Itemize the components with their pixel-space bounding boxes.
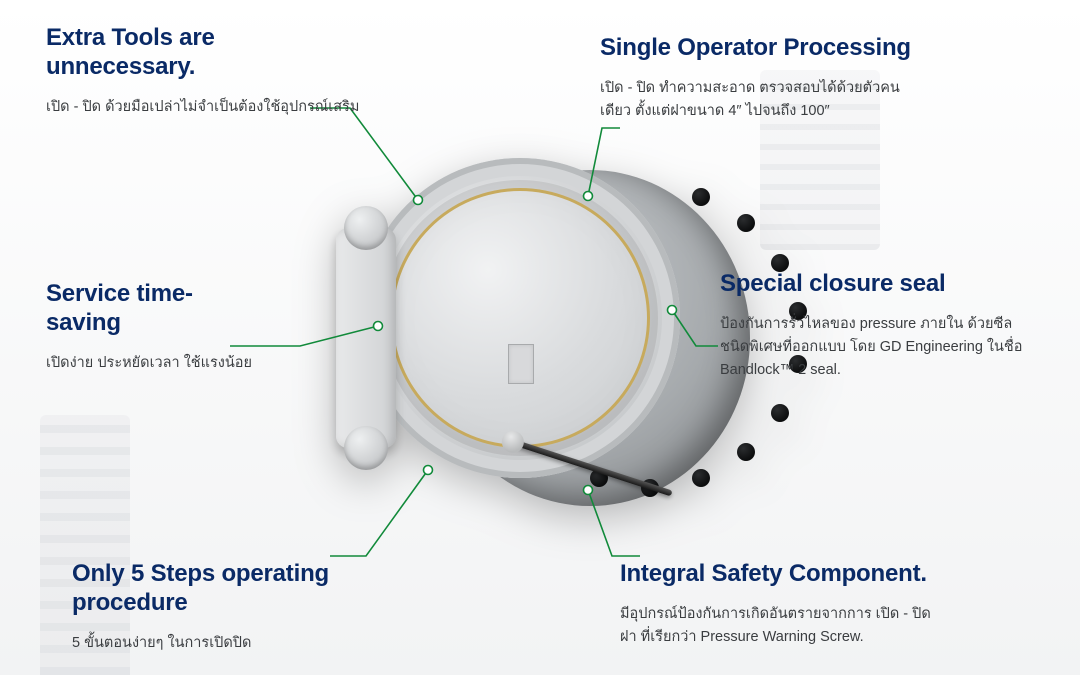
flange-stud [737,443,755,461]
flange-stud [692,188,710,206]
feature-desc: เปิด - ปิด ด้วยมือเปล่าไม่จำเป็นต้องใช้อ… [46,96,366,119]
flange-stud [692,469,710,487]
infographic-stage: Extra Tools are unnecessary. เปิด - ปิด … [0,0,1080,675]
feature-closure-seal: Special closure seal ป้องกันการรั่วไหลขอ… [720,270,1040,382]
flange-stud [771,404,789,422]
feature-single-operator: Single Operator Processing เปิด - ปิด ทำ… [600,34,920,123]
feature-title: Only 5 Steps operating procedure [72,560,392,618]
feature-desc: เปิดง่าย ประหยัดเวลา ใช้แรงน้อย [46,352,266,375]
feature-desc: 5 ขั้นตอนง่ายๆ ในการเปิดปิด [72,632,392,655]
product-hinge [336,228,396,448]
feature-title: Extra Tools are unnecessary. [46,24,366,82]
flange-stud [771,254,789,272]
feature-extra-tools: Extra Tools are unnecessary. เปิด - ปิด … [46,24,366,119]
feature-title: Integral Safety Component. [620,560,940,589]
feature-title: Single Operator Processing [600,34,920,63]
product-illustration [360,158,720,518]
feature-safety-component: Integral Safety Component. มีอุปกรณ์ป้อง… [620,560,940,649]
feature-title: Service time-saving [46,280,266,338]
feature-five-steps: Only 5 Steps operating procedure 5 ขั้นต… [72,560,392,655]
feature-desc: เปิด - ปิด ทำความสะอาด ตรวจสอบได้ด้วยตัว… [600,77,920,123]
product-label-plate [508,344,534,384]
feature-desc: มีอุปกรณ์ป้องกันการเกิดอันตรายจากการ เปิ… [620,603,940,649]
feature-title: Special closure seal [720,270,1040,299]
flange-stud [737,214,755,232]
feature-desc: ป้องกันการรั่วไหลของ pressure ภายใน ด้วย… [720,313,1040,383]
product-seal-ring [382,180,658,456]
feature-time-saving: Service time-saving เปิดง่าย ประหยัดเวลา… [46,280,266,375]
